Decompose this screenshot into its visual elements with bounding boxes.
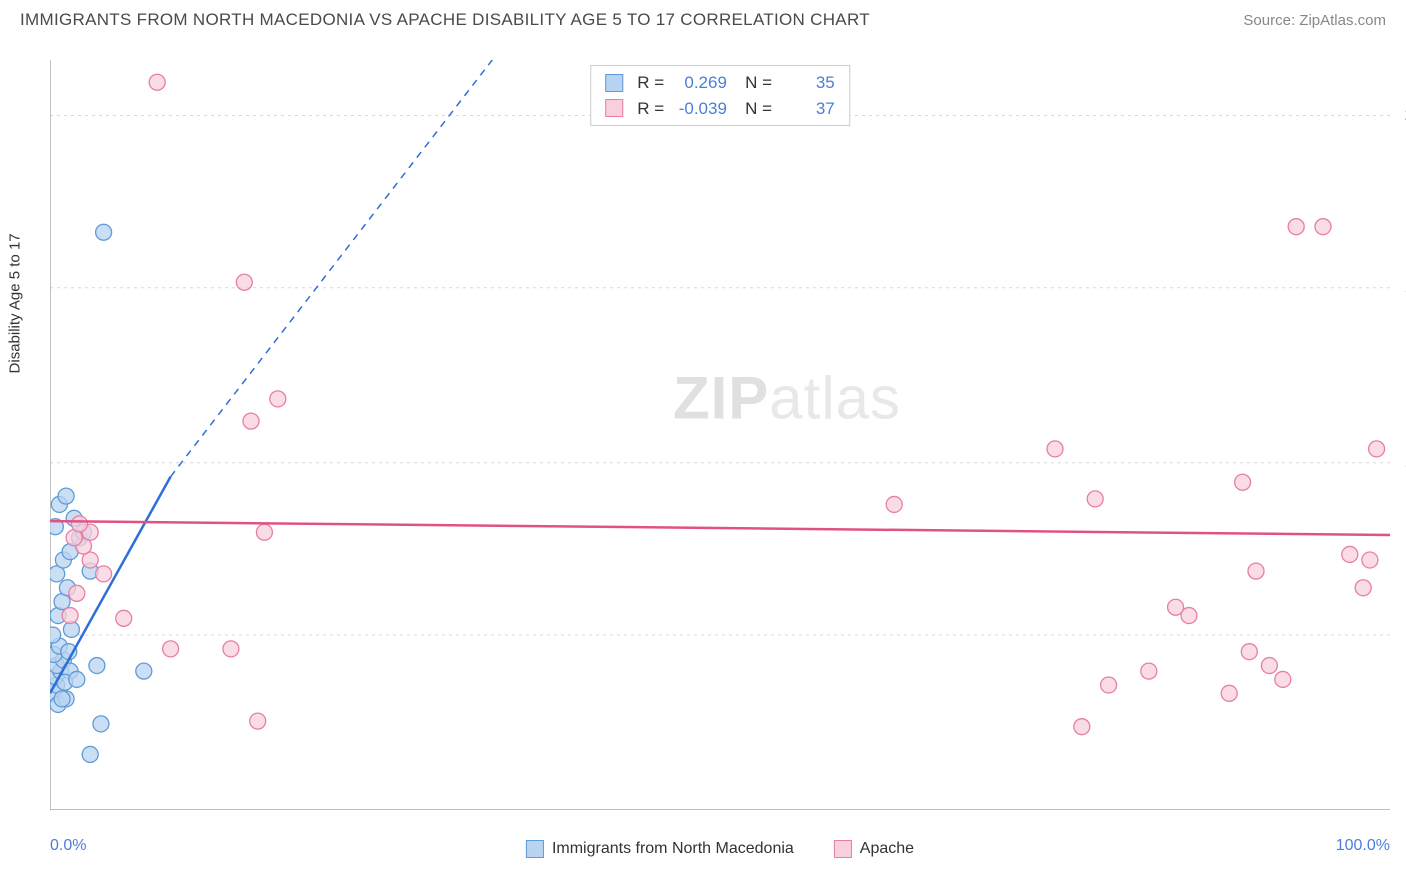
- chart-header: IMMIGRANTS FROM NORTH MACEDONIA VS APACH…: [0, 0, 1406, 35]
- legend-label: Apache: [860, 840, 914, 858]
- stats-legend-row: R = -0.039 N = 37: [605, 96, 835, 122]
- legend-swatch: [605, 99, 623, 117]
- legend-swatch: [834, 840, 852, 858]
- legend-item: Apache: [834, 840, 914, 858]
- legend-label: Immigrants from North Macedonia: [552, 840, 794, 858]
- legend-swatch: [605, 74, 623, 92]
- x-min-label: 0.0%: [50, 837, 86, 855]
- scatter-plot: [50, 60, 1390, 810]
- bottom-legend: Immigrants from North Macedonia Apache: [526, 840, 914, 858]
- chart-title: IMMIGRANTS FROM NORTH MACEDONIA VS APACH…: [20, 10, 870, 30]
- chart-source: Source: ZipAtlas.com: [1243, 12, 1386, 29]
- legend-swatch: [526, 840, 544, 858]
- chart-area: Disability Age 5 to 17 ZIPatlas R = 0.26…: [50, 60, 1390, 810]
- y-axis-label: Disability Age 5 to 17: [7, 233, 24, 373]
- legend-item: Immigrants from North Macedonia: [526, 840, 794, 858]
- stats-legend-box: R = 0.269 N = 35R = -0.039 N = 37: [590, 65, 850, 126]
- x-max-label: 100.0%: [1336, 837, 1390, 855]
- stats-legend-row: R = 0.269 N = 35: [605, 70, 835, 96]
